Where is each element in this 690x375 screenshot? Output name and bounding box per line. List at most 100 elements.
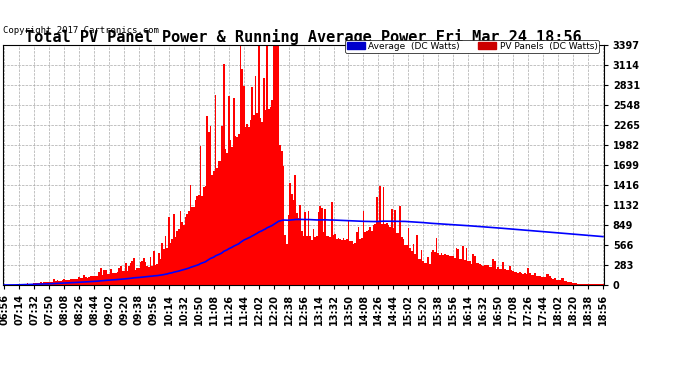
Bar <box>511 270 512 285</box>
Bar <box>479 264 481 285</box>
Bar <box>88 277 90 285</box>
Bar <box>344 240 346 285</box>
Bar <box>363 211 364 285</box>
Bar <box>223 64 225 285</box>
Bar <box>592 284 594 285</box>
Bar <box>393 228 394 285</box>
Bar <box>32 284 33 285</box>
Bar <box>526 274 527 285</box>
Bar <box>364 232 366 285</box>
Bar <box>47 282 48 285</box>
Bar <box>210 126 211 285</box>
Bar <box>124 270 125 285</box>
Bar <box>524 273 526 285</box>
Bar <box>341 240 343 285</box>
Bar <box>186 214 188 285</box>
Bar <box>439 255 441 285</box>
Bar <box>359 239 361 285</box>
Bar <box>67 280 68 285</box>
Bar <box>380 186 381 285</box>
Bar <box>462 246 464 285</box>
Bar <box>41 283 43 285</box>
Bar <box>597 284 599 285</box>
Bar <box>549 276 551 285</box>
Bar <box>382 187 384 285</box>
Bar <box>580 284 582 285</box>
Bar <box>190 185 191 285</box>
Bar <box>90 276 92 285</box>
Bar <box>572 283 574 285</box>
Bar <box>356 232 357 285</box>
Bar <box>424 262 426 285</box>
Bar <box>295 175 296 285</box>
Bar <box>258 45 259 285</box>
Bar <box>518 273 519 285</box>
Bar <box>560 279 562 285</box>
Bar <box>519 272 521 285</box>
Bar <box>110 269 112 285</box>
Bar <box>328 237 329 285</box>
Bar <box>48 282 50 285</box>
Bar <box>319 207 321 285</box>
Bar <box>504 269 506 285</box>
Bar <box>70 279 72 285</box>
Bar <box>35 283 37 285</box>
Bar <box>388 225 389 285</box>
Bar <box>532 275 534 285</box>
Bar <box>566 281 567 285</box>
Bar <box>22 284 23 285</box>
Bar <box>368 230 369 285</box>
Bar <box>567 282 569 285</box>
Bar <box>215 95 216 285</box>
Bar <box>33 284 35 285</box>
Bar <box>571 282 572 285</box>
Bar <box>371 231 373 285</box>
Bar <box>321 208 323 285</box>
Bar <box>348 220 349 285</box>
Bar <box>336 238 337 285</box>
Bar <box>411 251 413 285</box>
Bar <box>538 276 539 285</box>
Bar <box>183 225 185 285</box>
Bar <box>158 254 160 285</box>
Bar <box>175 237 177 285</box>
Bar <box>160 259 161 285</box>
Bar <box>40 282 41 285</box>
Bar <box>117 272 118 285</box>
Bar <box>165 236 166 285</box>
Bar <box>467 261 469 285</box>
Bar <box>63 279 65 285</box>
Bar <box>185 217 186 285</box>
Bar <box>219 160 221 285</box>
Bar <box>594 284 595 285</box>
Bar <box>239 45 241 285</box>
Bar <box>291 194 293 285</box>
Bar <box>574 283 575 285</box>
Bar <box>216 168 218 285</box>
Bar <box>61 280 63 285</box>
Bar <box>306 236 308 285</box>
Bar <box>456 248 457 285</box>
Bar <box>246 124 248 285</box>
Bar <box>125 263 126 285</box>
Bar <box>431 252 433 285</box>
Bar <box>284 236 286 285</box>
Bar <box>554 278 555 285</box>
Bar <box>376 197 377 285</box>
Bar <box>235 136 236 285</box>
Bar <box>437 253 439 285</box>
Bar <box>231 147 233 285</box>
Bar <box>303 236 304 285</box>
Bar <box>100 268 101 285</box>
Bar <box>337 237 339 285</box>
Bar <box>355 243 356 285</box>
Bar <box>473 255 474 285</box>
Bar <box>366 231 368 285</box>
Bar <box>233 98 235 285</box>
Bar <box>148 267 150 285</box>
Title: Total PV Panel Power & Running Average Power Fri Mar 24 18:56: Total PV Panel Power & Running Average P… <box>26 29 582 45</box>
Bar <box>132 261 133 285</box>
Bar <box>324 209 326 285</box>
Bar <box>244 128 246 285</box>
Bar <box>273 45 275 285</box>
